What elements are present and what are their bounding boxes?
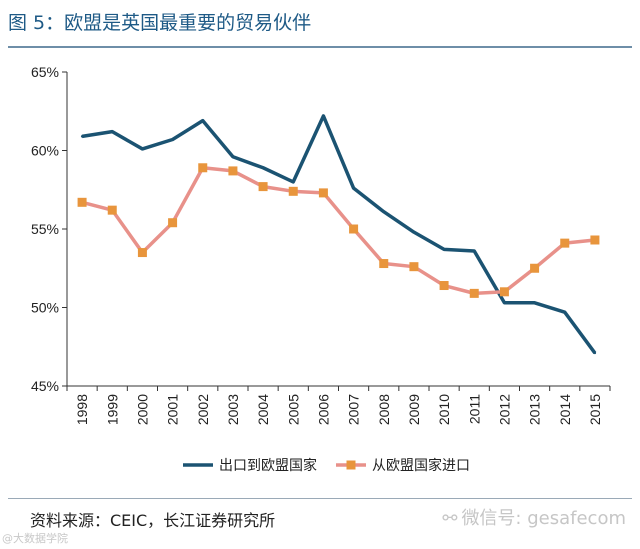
series-export <box>80 114 597 355</box>
x-tick-label: 2011 <box>466 394 482 424</box>
title-divider <box>8 46 632 48</box>
x-tick-label: 2006 <box>315 394 331 425</box>
import-marker <box>499 287 509 297</box>
export-point <box>533 301 536 304</box>
export-point <box>201 119 204 122</box>
import-marker <box>379 259 389 269</box>
x-tick-label: 1998 <box>74 394 90 425</box>
legend-marker-import <box>346 460 356 470</box>
export-point <box>382 210 385 213</box>
x-tick-label: 2014 <box>557 394 573 425</box>
x-tick-label: 2005 <box>285 394 301 425</box>
export-point <box>231 155 235 158</box>
series-layer <box>77 114 600 355</box>
export-line <box>81 114 597 355</box>
import-marker <box>530 263 540 273</box>
y-tick-label: 55% <box>31 221 59 237</box>
x-tick-label: 2002 <box>195 394 211 425</box>
x-tick-label: 1999 <box>104 394 120 425</box>
y-tick-label: 45% <box>31 378 59 394</box>
export-point <box>141 147 144 151</box>
import-marker <box>318 188 328 198</box>
legend-label-import: 从欧盟国家进口 <box>372 457 470 473</box>
import-marker <box>198 163 208 173</box>
import-marker <box>560 238 570 248</box>
import-marker <box>469 288 479 298</box>
x-tick-labels: 1998 1999 2000 2001 2002 2003 2004 2005 2006 2007… <box>74 394 603 425</box>
chart-axes <box>62 71 611 391</box>
export-point <box>261 166 265 169</box>
y-tick-label: 60% <box>31 143 59 159</box>
import-line <box>81 166 596 296</box>
x-tick-label: 2003 <box>225 394 241 425</box>
export-point <box>563 311 566 314</box>
x-tick-label: 2008 <box>376 394 392 425</box>
x-tick-label: 2010 <box>436 394 452 425</box>
import-marker <box>288 186 298 196</box>
export-point <box>322 114 325 118</box>
figure-title: 图 5：欧盟是英国最重要的贸易伙伴 <box>8 12 312 34</box>
y-tick-labels: 45% 50% 55% 60% 65% <box>31 64 59 394</box>
footer-divider <box>8 498 632 499</box>
x-tick-label: 2000 <box>134 394 150 425</box>
x-tick-label: 2015 <box>587 394 603 425</box>
export-point <box>503 301 506 304</box>
x-tick-label: 2007 <box>346 394 362 425</box>
export-point <box>593 351 597 355</box>
export-point <box>171 138 174 141</box>
import-marker <box>228 166 238 176</box>
export-point <box>80 135 84 138</box>
import-marker <box>349 224 359 234</box>
import-marker <box>439 281 449 291</box>
watermark: ⚯ 微信号: gesafecom <box>442 504 626 530</box>
y-tick-label: 50% <box>31 300 59 316</box>
import-marker <box>258 182 268 192</box>
wechat-icon: ⚯ <box>442 508 458 529</box>
legend: 出口到欧盟国家 从欧盟国家进口 <box>183 457 470 473</box>
x-tick-label: 2004 <box>255 394 271 425</box>
import-marker <box>168 218 178 228</box>
y-tick-label: 65% <box>31 64 59 80</box>
line-chart: 45% 50% 55% 60% 65% 1998 1999 2000 2001 2002 2003… <box>31 64 611 473</box>
export-point <box>292 180 295 184</box>
corner-watermark: @大数据学院 <box>2 532 68 545</box>
legend-label-export: 出口到欧盟国家 <box>219 457 317 473</box>
import-marker <box>409 262 419 272</box>
export-point <box>352 186 355 190</box>
watermark-text: 微信号: gesafecom <box>461 508 626 529</box>
export-point <box>442 248 446 251</box>
export-point <box>412 230 416 234</box>
import-marker <box>107 205 117 215</box>
export-point <box>111 130 114 133</box>
export-point <box>473 249 476 253</box>
import-marker <box>137 248 147 258</box>
series-import <box>77 163 600 298</box>
x-tick-label: 2013 <box>527 394 543 425</box>
source-note: 资料来源：CEIC，长江证券研究所 <box>30 511 276 530</box>
x-tick-label: 2001 <box>165 394 181 425</box>
x-tick-label: 2009 <box>406 394 422 425</box>
x-tick-label: 2012 <box>496 394 512 425</box>
import-marker <box>590 235 600 245</box>
import-marker <box>77 197 87 207</box>
